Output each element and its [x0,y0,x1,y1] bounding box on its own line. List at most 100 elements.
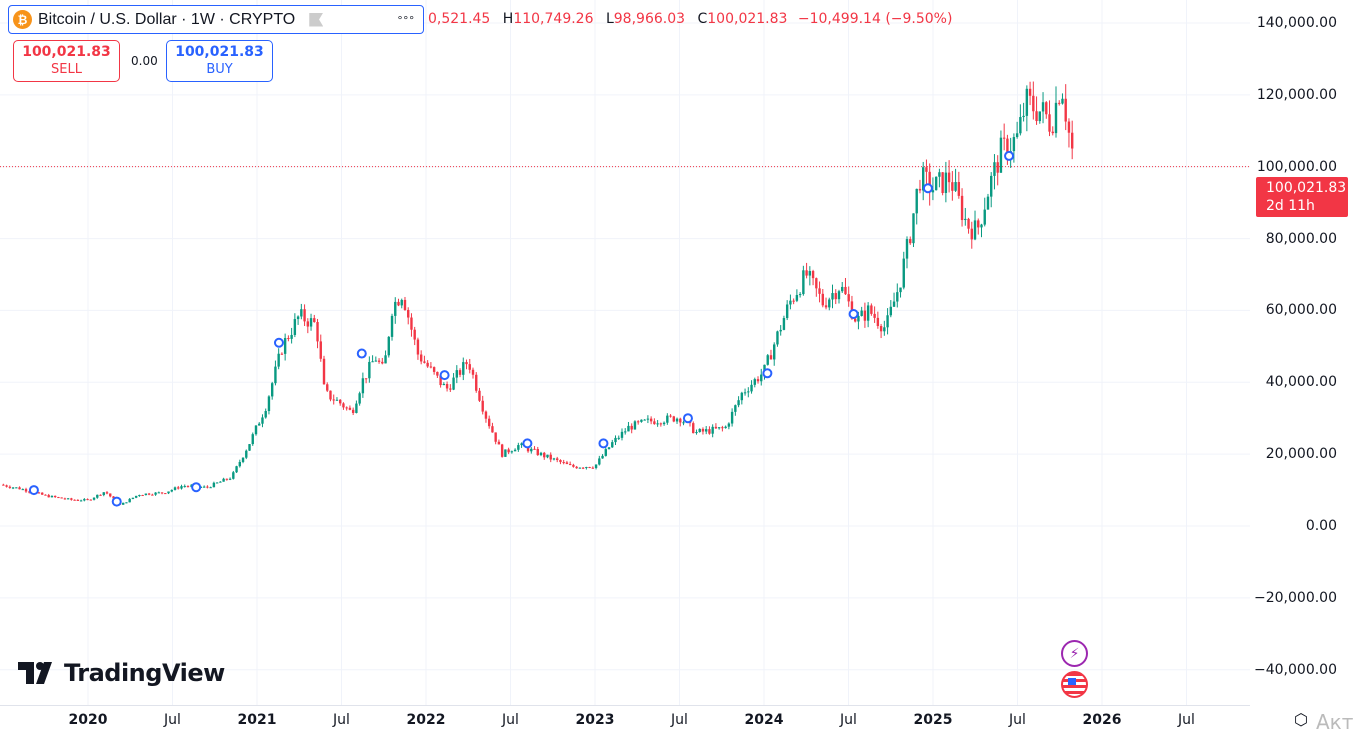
price-chart[interactable] [0,0,1250,705]
candle-body [442,384,446,386]
time-tick: Jul [840,712,857,728]
candle-body [1064,98,1067,122]
candle-body [743,392,747,394]
candle-body [543,452,546,458]
candle-body [717,427,721,429]
candle-body [173,487,177,490]
candle-body [355,403,358,413]
candle-body [494,432,497,442]
sell-button[interactable]: 100,021.83 SELL [13,40,120,82]
candle-body [517,445,520,450]
candle-body [656,423,659,425]
candle-body [109,493,112,497]
time-tick: 2024 [744,712,784,728]
candle-body [11,487,15,489]
candle-body [394,301,397,316]
candle-body [345,407,348,409]
candle-body [167,491,170,494]
lightning-ai-icon[interactable]: ⚡ [1061,640,1088,667]
candle-body [669,415,672,417]
candle-body [290,334,293,339]
candle-body [287,338,290,340]
candle-body [653,421,656,425]
bitcoin-icon: ₿ [13,10,32,29]
candle-body [481,400,484,412]
candle-body [261,417,264,424]
candle-body [636,421,640,423]
candle-body [160,492,164,494]
candle-body [821,293,824,306]
candle-body [510,451,514,453]
price-tick: 20,000.00 [1265,446,1337,463]
ohlc-values: 0,521.45 H110,749.26 L98,966.03 C100,021… [428,11,952,27]
candle-body [568,464,572,466]
price-tick: 140,000.00 [1256,15,1337,31]
candle-body [410,317,413,330]
candle-body [701,428,705,432]
price-tick: −40,000.00 [1254,661,1337,678]
candle-body [692,423,695,434]
event-marker [922,183,933,194]
candle-body [607,447,611,450]
price-tick: 80,000.00 [1265,230,1337,247]
candle-body [905,239,909,259]
candle-body [1006,138,1009,158]
candle-body [147,493,151,495]
buy-button[interactable]: 100,021.83 BUY [166,40,273,82]
tradingview-logo[interactable]: TradingView [18,659,225,687]
more-icon[interactable]: °°° [397,12,415,27]
candle-body [562,462,565,464]
candle-body [860,310,863,316]
candle-body [183,486,186,488]
candle-body [329,390,332,400]
candle-body [339,399,342,404]
candle-body [28,491,31,493]
event-marker [598,438,609,449]
us-flag-icon[interactable] [1061,671,1088,698]
time-axis[interactable]: 2020 Jul 2021 Jul 2022 Jul 2023 Jul 2024 Jul 2025 J… [0,705,1250,738]
candle-body [319,341,322,359]
candle-body [270,383,274,397]
candle-body [896,292,899,302]
flag-icon[interactable] [309,12,324,27]
candle-body [63,498,67,500]
candle-body [970,228,973,240]
candle-body [300,309,303,317]
candle-body [559,460,562,463]
candle-body [873,313,876,318]
symbol-legend[interactable]: ₿ Bitcoin / U.S. Dollar · 1W · CRYPTO °°… [8,5,424,34]
bar-countdown: 2d 11h [1266,198,1315,214]
candle-body [306,321,310,327]
event-marker [111,496,122,507]
candle-body [497,441,501,445]
candle-body [536,449,539,456]
price-axis[interactable]: 140,000.00 120,000.00 100,000.00 80,000.00 6… [1250,0,1355,705]
candle-body [478,390,481,401]
candle-body [866,305,870,321]
candle-body [530,448,533,452]
candle-body [863,310,867,321]
candle-body [815,278,818,289]
candle-body [604,449,607,456]
event-marker [522,438,533,449]
candle-body [37,492,41,494]
candle-body [73,499,76,501]
candle-body [70,498,73,500]
candle-body [617,437,620,439]
candle-body [513,449,517,452]
candle-body [212,482,216,488]
candle-body [954,182,957,191]
candle-body [368,361,371,379]
candle-body [47,495,50,498]
candle-body [704,429,708,432]
candle-body [756,379,760,382]
candle-body [944,172,948,194]
candle-body [18,487,21,490]
candle-body [737,400,740,406]
event-marker [762,368,773,379]
candle-body [831,293,834,300]
candle-body [429,366,433,368]
settings-icon[interactable]: ⬡ [1294,710,1308,729]
candle-body [202,486,206,488]
candle-body [387,336,390,356]
